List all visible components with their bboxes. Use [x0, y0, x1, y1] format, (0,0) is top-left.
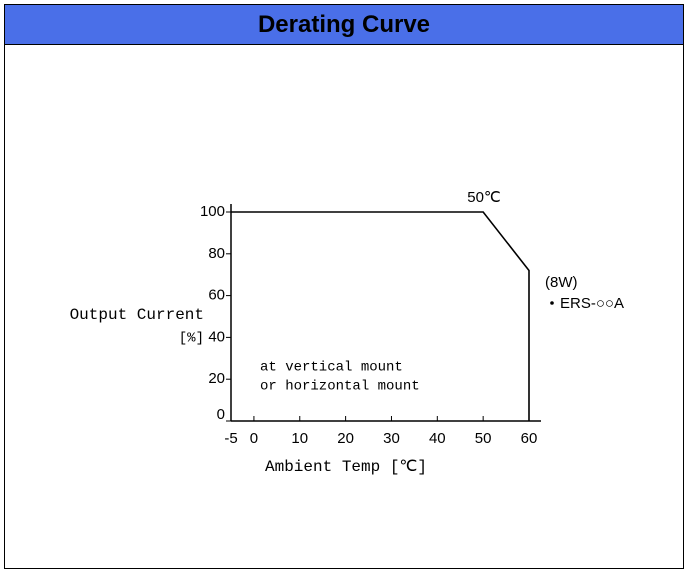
y-axis-unit: [%]: [179, 331, 204, 347]
x-tick-label: 50: [475, 430, 492, 447]
data-line: [231, 211, 530, 421]
legend-bullet: [550, 301, 554, 305]
frame: Derating Curve: [4, 4, 684, 569]
x-tick-label: 30: [383, 430, 400, 447]
annotation: 50℃: [467, 189, 501, 206]
legend-note: (8W): [545, 274, 578, 291]
x-axis-label: Ambient Temp [℃]: [265, 458, 427, 476]
y-tick-label: 0: [217, 406, 225, 423]
y-tick-label: 20: [208, 370, 225, 387]
y-tick-label: 60: [208, 287, 225, 304]
x-tick-label: 0: [250, 430, 258, 447]
x-tick-label: 10: [291, 430, 308, 447]
header-title: Derating Curve: [5, 5, 683, 45]
x-tick-label: -5: [224, 430, 237, 447]
y-axis-label: Output Current: [70, 306, 204, 324]
y-tick-label: 100: [200, 203, 225, 220]
x-tick-label: 60: [521, 430, 538, 447]
annotation: or horizontal mount: [260, 379, 420, 395]
y-tick-label: 80: [208, 245, 225, 262]
annotation: at vertical mount: [260, 360, 403, 376]
y-tick-label: 40: [208, 328, 225, 345]
x-tick-label: 20: [337, 430, 354, 447]
x-tick-label: 40: [429, 430, 446, 447]
legend-entry: ERS-○○A: [560, 295, 624, 312]
